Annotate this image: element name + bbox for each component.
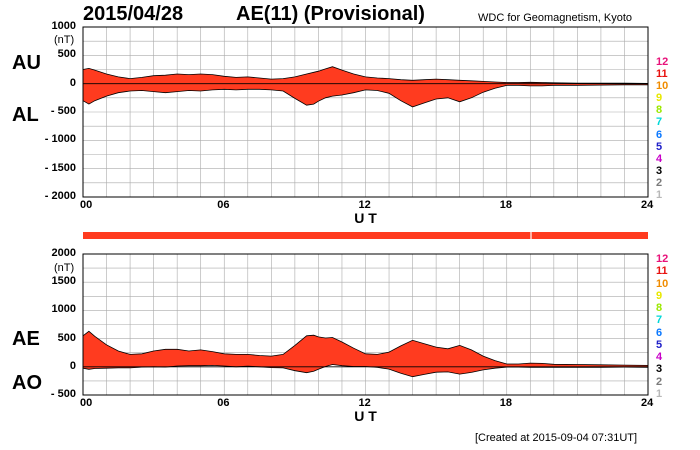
legend-item: 6 — [656, 326, 663, 339]
y-tick-label: - 500 — [50, 105, 76, 117]
x-tick-label: 24 — [641, 397, 654, 409]
x-tick-label: 06 — [217, 199, 230, 211]
legend-item: 10 — [656, 80, 669, 93]
legend-item: 1 — [656, 189, 663, 201]
y-tick-label: - 2000 — [44, 190, 76, 202]
status-bar — [83, 232, 648, 239]
y-tick-label: 2000 — [51, 247, 76, 259]
created-timestamp: [Created at 2015-09-04 07:31UT] — [475, 432, 638, 444]
y-tick-label: - 500 — [50, 388, 76, 400]
ae-label: AE — [12, 328, 40, 350]
y-tick-label: - 1500 — [44, 161, 76, 174]
plot-frame — [82, 26, 649, 198]
x-axis-title: U T — [354, 210, 377, 226]
al-label: AL — [12, 104, 39, 126]
y-tick-label: 0 — [69, 76, 76, 89]
y-tick-label: - 1000 — [44, 133, 76, 146]
y-tick-label: 0 — [69, 359, 76, 372]
x-tick-label: 24 — [641, 199, 654, 211]
legend-item: 12 — [656, 56, 669, 68]
y-tick-label: 1500 — [51, 275, 76, 288]
legend-item: 8 — [656, 104, 663, 117]
legend-item: 7 — [656, 116, 663, 129]
legend-item: 4 — [656, 351, 663, 364]
x-axis-title: U T — [354, 408, 377, 424]
x-tick-label: 12 — [358, 397, 371, 409]
legend-item: 7 — [656, 314, 663, 327]
y-tick-label: 500 — [57, 48, 76, 61]
x-tick-label: 12 — [358, 199, 371, 211]
ao-label: AO — [12, 372, 42, 394]
legend-item: 9 — [656, 92, 663, 105]
legend-item: 2 — [656, 375, 663, 388]
x-tick-label: 18 — [499, 397, 512, 409]
unit-label-bottom: (nT) — [54, 262, 75, 274]
x-tick-label: 06 — [217, 397, 230, 409]
x-tick-label: 00 — [80, 397, 93, 409]
band-fill — [83, 66, 648, 107]
y-tick-label: 500 — [57, 331, 76, 344]
legend-item: 3 — [656, 363, 663, 376]
legend-item: 10 — [656, 277, 669, 290]
legend-item: 4 — [656, 152, 663, 165]
legend-item: 6 — [656, 128, 663, 141]
date-label: 2015/04/28 — [83, 3, 184, 25]
legend-item: 8 — [656, 302, 663, 315]
au-label: AU — [12, 52, 41, 74]
legend-item: 3 — [656, 164, 663, 177]
legend-item: 11 — [656, 265, 668, 278]
legend-item: 1 — [656, 388, 663, 400]
x-tick-label: 00 — [80, 199, 93, 211]
plot-frame — [82, 253, 649, 396]
series-line-al — [82, 84, 648, 108]
y-tick-label: 1000 — [51, 20, 76, 32]
legend-item: 12 — [656, 253, 669, 265]
legend-item: 11 — [656, 68, 668, 81]
series-line-ae — [82, 330, 649, 366]
legend-item: 9 — [656, 289, 663, 302]
legend-item: 2 — [656, 176, 663, 189]
y-tick-label: 1000 — [51, 303, 76, 316]
legend-item: 5 — [656, 338, 663, 351]
unit-label-top: (nT) — [54, 34, 75, 46]
legend-item: 5 — [656, 140, 663, 153]
chart-title: AE(11) (Provisional) — [236, 3, 425, 25]
x-tick-label: 18 — [499, 199, 512, 211]
source-label: WDC for Geomagnetism, Kyoto — [478, 12, 633, 24]
series-line-au — [82, 66, 649, 84]
